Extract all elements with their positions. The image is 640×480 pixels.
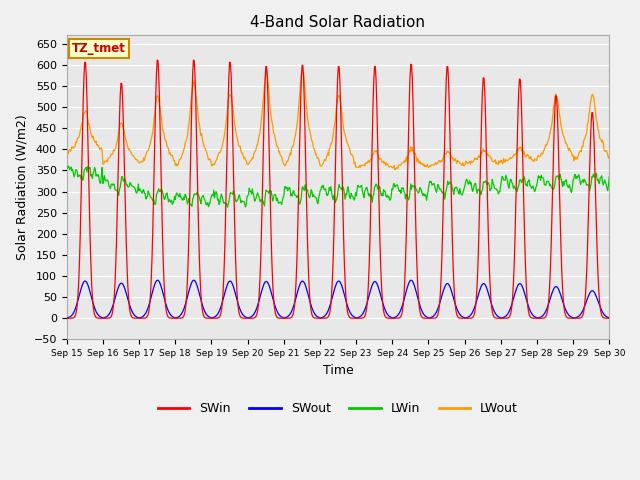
Title: 4-Band Solar Radiation: 4-Band Solar Radiation <box>250 15 426 30</box>
Y-axis label: Solar Radiation (W/m2): Solar Radiation (W/m2) <box>15 114 28 260</box>
Legend: SWin, SWout, LWin, LWout: SWin, SWout, LWin, LWout <box>153 397 523 420</box>
Text: TZ_tmet: TZ_tmet <box>72 42 126 55</box>
X-axis label: Time: Time <box>323 363 353 377</box>
